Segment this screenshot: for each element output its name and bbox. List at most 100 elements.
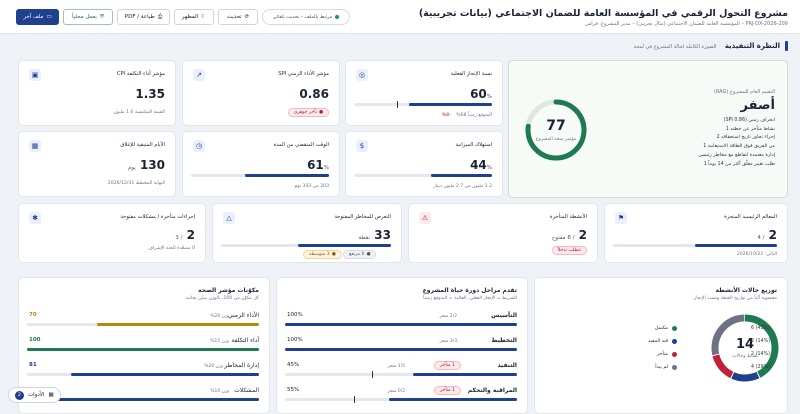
alert-triangle-icon: △ (223, 212, 235, 224)
donut-slice (711, 314, 779, 382)
coins-icon: $ (356, 140, 368, 152)
refresh-icon: ⟳ (244, 14, 250, 20)
print-pdf-button[interactable]: ⎙ طباعة / PDF (117, 9, 170, 25)
progress-fill (27, 348, 259, 351)
donut-total-label: نشاط وحالات (732, 354, 758, 359)
target-icon: ◎ (356, 69, 368, 81)
progress-fill (297, 244, 391, 247)
calendar-icon: ▦ (29, 140, 41, 152)
stage-name: المراقبة والتحكم (467, 387, 517, 394)
component-progress (27, 348, 259, 351)
progress-fill (96, 323, 259, 326)
legend-label: لم يبدأ (655, 365, 668, 370)
component-value: 70 (29, 312, 37, 318)
kpi-card-elapsed: الوقت المنقضي من المدة ◷ 61% 203 من 333 … (182, 131, 340, 197)
grid-icon: ▦ (48, 392, 54, 398)
risk-exposure-card: التعرض للمخاطر المفتوحة △ 33 نقطة ● 3 مت… (212, 203, 402, 263)
rag-label: التقييم العام للمشروع (RAG) (713, 89, 775, 95)
delayed-activities-card: الأنشطة المتأخرة ⚠ 2 / 8 مفتوح تتطلب تدخ… (408, 203, 598, 263)
trend-icon: ↗ (193, 69, 205, 81)
component-name: الأداء الزمني (228, 312, 259, 319)
milestones-progress (613, 244, 777, 247)
health-score-ring: 77 مؤشر صحة المشروع (523, 97, 589, 163)
donut-total: 14 (736, 337, 754, 352)
tools-button[interactable]: ▦ الأدوات 2 (8, 387, 61, 403)
health-drivers-list: انحراف زمني (SPI 0.86) نشاط متأخر عن خطت… (698, 118, 775, 167)
health-score-card: التقييم العام للمشروع (RAG) أصفر انحراف … (508, 60, 788, 198)
kpi-card-budget: استهلاك الميزانية $ 44% 1.2 مليون من 2.7… (345, 131, 503, 197)
moon-icon: ☾ (201, 14, 207, 20)
budget-progress (354, 174, 492, 177)
stage-progress (285, 323, 517, 326)
legend-label: متأخر (656, 352, 668, 357)
legend-item: لم يبدأ (655, 365, 677, 370)
legend-item: مكتمل (655, 326, 677, 331)
health-score-label: مؤشر صحة المشروع (536, 137, 577, 142)
clock-icon: ◷ (193, 140, 205, 152)
component-weight: وزن 20% (204, 363, 223, 369)
stage-delay-badge: 1 متأخر (433, 386, 461, 395)
completion-progress (354, 101, 492, 108)
printer-icon: ⎙ (157, 13, 163, 20)
page-title: مشروع التحول الرقمي في المؤسسة العامة لل… (418, 8, 788, 19)
lifecycle-panel: تقدم مراحل دورة حياة المشروع الشريط = ال… (276, 277, 528, 414)
legend-label: قيد التنفيذ (648, 339, 668, 344)
milestones-card: المعالم الرئيسية المنجزة ⚑ 2 / 4 التالي:… (604, 203, 788, 263)
warning-icon: ⚠ (419, 212, 431, 224)
issues-card: إجراءات متأخرة / مشكلات مفتوحة ✱ 2 / 3 0… (18, 203, 206, 263)
component-progress (27, 323, 259, 326)
stage-progress (285, 371, 517, 378)
expected-marker (372, 371, 374, 378)
stage-percent: 55% (287, 387, 300, 393)
open-file-button[interactable]: ▭ ملف آخر (16, 9, 59, 25)
legend-swatch (672, 326, 677, 331)
progress-fill (71, 373, 259, 376)
stage-percent: 100% (287, 312, 303, 318)
progress-fill (244, 174, 329, 177)
stage-name: التنفيذ (497, 362, 517, 369)
kpi-card-remaining-days: الأيام المتبقية للإغلاق ▦ 130 يوم النهاي… (18, 131, 176, 197)
component-name: المشكلات (234, 387, 259, 394)
page-subtitle: PRJ-DX-2026-209 – المؤسسة العامة للضمان … (585, 21, 788, 27)
component-name: أداء التكلفة (231, 337, 259, 344)
legend-swatch (672, 339, 677, 344)
stage-percent: 100% (287, 337, 303, 343)
legend-item: متأخر (657, 352, 677, 357)
stage-percent: 45% (287, 362, 300, 368)
kpi-card-spi: مؤشر الأداء الزمني SPI ↗ 0.86 ● تأخر جوه… (182, 60, 340, 126)
legend-value: (14%) 2 (751, 339, 771, 344)
health-score-value: 77 (546, 118, 565, 134)
risk-progress (221, 244, 391, 247)
component-value: 100 (29, 337, 41, 343)
component-weight: وزن 15% (210, 338, 229, 344)
progress-fill (412, 373, 517, 376)
stage-progress (285, 396, 517, 403)
stage-name: التخطيط (491, 337, 517, 344)
rag-grade: أصفر (740, 98, 775, 113)
component-weight: وزن 20% (210, 313, 229, 319)
section-heading: النظرة التنفيذية الصورة الكاملة لحالة ال… (633, 42, 780, 50)
section-accent (785, 41, 788, 51)
legend-value: (29%) 4 (751, 365, 771, 370)
local-save-button[interactable]: ⛨ يعمل محلياً (63, 9, 113, 25)
refresh-button[interactable]: ⟳ تحديث (218, 9, 258, 25)
legend-value: (43%) 6 (751, 326, 771, 331)
activity-donut-chart: 14 نشاط وحالات (711, 314, 779, 382)
component-progress (27, 373, 259, 376)
risk-high-badge: ● 0 مرتفع (343, 250, 377, 259)
progress-fill (431, 174, 492, 177)
spi-badge: ● تأخر جوهري (287, 108, 329, 117)
progress-fill (285, 348, 517, 351)
component-value: 81 (29, 362, 37, 368)
appearance-button[interactable]: ☾ المظهر (174, 9, 214, 25)
activity-status-panel: توزيع حالات الأنشطة محسوبة آلياً من توار… (534, 277, 788, 414)
tools-count-badge: 2 (15, 390, 24, 400)
sync-status-pill[interactable]: مرتبط بالملف – تحديث تلقائي (262, 9, 350, 25)
kpi-card-cpi: مؤشر أداء التكلفة CPI ▣ 1.35 القيمة المك… (18, 60, 176, 126)
legend-swatch (672, 352, 677, 357)
wallet-icon: ▣ (29, 69, 41, 81)
stage-meta: 2/2 منجز (439, 313, 457, 319)
progress-fill (409, 103, 492, 106)
expected-marker (353, 396, 355, 403)
component-weight: وزن 10% (210, 388, 229, 394)
